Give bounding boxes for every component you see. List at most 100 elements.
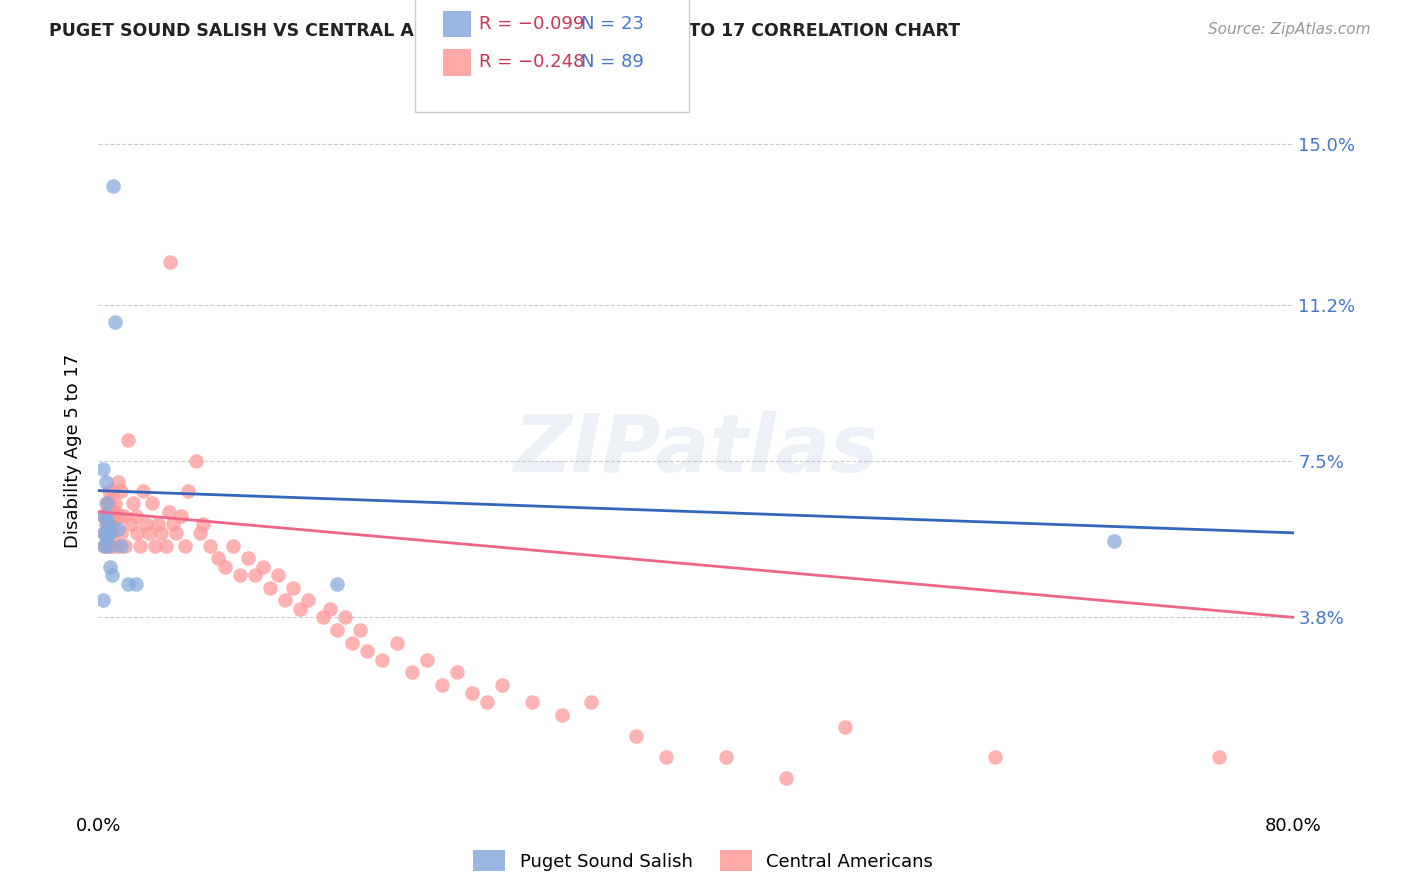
Point: [91, 508, 114, 523]
Point: [150, 525, 173, 540]
Point: [93, 525, 115, 540]
Point: [333, 610, 356, 624]
Point: [104, 496, 127, 510]
Point: [214, 559, 236, 574]
Point: [475, 695, 498, 709]
Point: [96, 525, 118, 540]
Point: [93, 539, 115, 553]
Point: [97, 539, 120, 553]
Point: [110, 525, 132, 540]
Point: [148, 517, 170, 532]
Point: [252, 559, 274, 574]
Point: [107, 475, 129, 490]
Point: [461, 686, 484, 700]
Text: Source: ZipAtlas.com: Source: ZipAtlas.com: [1208, 22, 1371, 37]
Point: [430, 678, 453, 692]
Point: [114, 539, 136, 553]
Point: [349, 623, 371, 637]
Point: [98, 525, 122, 540]
Point: [120, 517, 142, 532]
Point: [91, 593, 114, 607]
Point: [101, 539, 124, 553]
Point: [98, 496, 122, 510]
Point: [245, 568, 267, 582]
Y-axis label: Disability Age 5 to 17: Disability Age 5 to 17: [65, 353, 83, 548]
Point: [141, 496, 163, 510]
Point: [98, 525, 122, 540]
Point: [105, 539, 128, 553]
Point: [103, 483, 125, 498]
Point: [520, 695, 543, 709]
Point: [94, 496, 117, 510]
Point: [129, 539, 152, 553]
Point: [319, 602, 342, 616]
Point: [108, 508, 131, 523]
Legend: Puget Sound Salish, Central Americans: Puget Sound Salish, Central Americans: [465, 843, 941, 879]
Point: [91, 462, 114, 476]
Point: [143, 539, 166, 553]
Point: [356, 644, 378, 658]
Point: [121, 496, 143, 510]
Point: [117, 576, 139, 591]
Point: [288, 602, 311, 616]
Point: [401, 665, 423, 680]
Point: [655, 749, 678, 764]
Point: [110, 539, 132, 553]
Point: [274, 593, 297, 607]
Text: ZIPatlas: ZIPatlas: [513, 411, 879, 490]
Point: [177, 483, 200, 498]
Point: [416, 652, 439, 666]
Point: [550, 707, 572, 722]
Point: [94, 530, 117, 544]
Point: [96, 505, 118, 519]
Point: [342, 636, 364, 650]
Text: N = 23: N = 23: [581, 15, 644, 33]
Point: [311, 610, 333, 624]
Point: [1104, 534, 1126, 549]
Point: [94, 539, 117, 553]
Point: [188, 525, 211, 540]
Point: [127, 525, 149, 540]
Point: [94, 517, 117, 532]
Point: [281, 581, 304, 595]
Point: [326, 576, 349, 591]
Point: [157, 505, 180, 519]
Point: [626, 729, 648, 743]
Point: [96, 517, 118, 532]
Point: [371, 652, 394, 666]
Point: [112, 508, 135, 523]
Point: [297, 593, 319, 607]
Point: [125, 576, 148, 591]
Point: [162, 517, 184, 532]
Point: [135, 517, 157, 532]
Point: [155, 539, 177, 553]
Point: [103, 179, 125, 194]
Point: [191, 517, 214, 532]
Point: [97, 483, 120, 498]
Point: [775, 771, 797, 785]
Point: [96, 496, 118, 510]
Point: [98, 559, 122, 574]
Point: [104, 315, 127, 329]
Point: [107, 522, 129, 536]
Point: [184, 454, 207, 468]
Point: [103, 517, 125, 532]
Point: [200, 539, 222, 553]
Point: [491, 678, 513, 692]
Point: [132, 483, 155, 498]
Point: [984, 749, 1007, 764]
Point: [165, 525, 187, 540]
Text: R = −0.248: R = −0.248: [479, 54, 585, 71]
Point: [259, 581, 281, 595]
Point: [267, 568, 290, 582]
Point: [326, 623, 349, 637]
Point: [1208, 749, 1230, 764]
Point: [97, 517, 120, 532]
Text: PUGET SOUND SALISH VS CENTRAL AMERICAN DISABILITY AGE 5 TO 17 CORRELATION CHART: PUGET SOUND SALISH VS CENTRAL AMERICAN D…: [49, 22, 960, 40]
Point: [101, 508, 124, 523]
Point: [97, 508, 120, 523]
Point: [222, 539, 245, 553]
Point: [581, 695, 603, 709]
Point: [93, 539, 115, 553]
Point: [236, 551, 259, 566]
